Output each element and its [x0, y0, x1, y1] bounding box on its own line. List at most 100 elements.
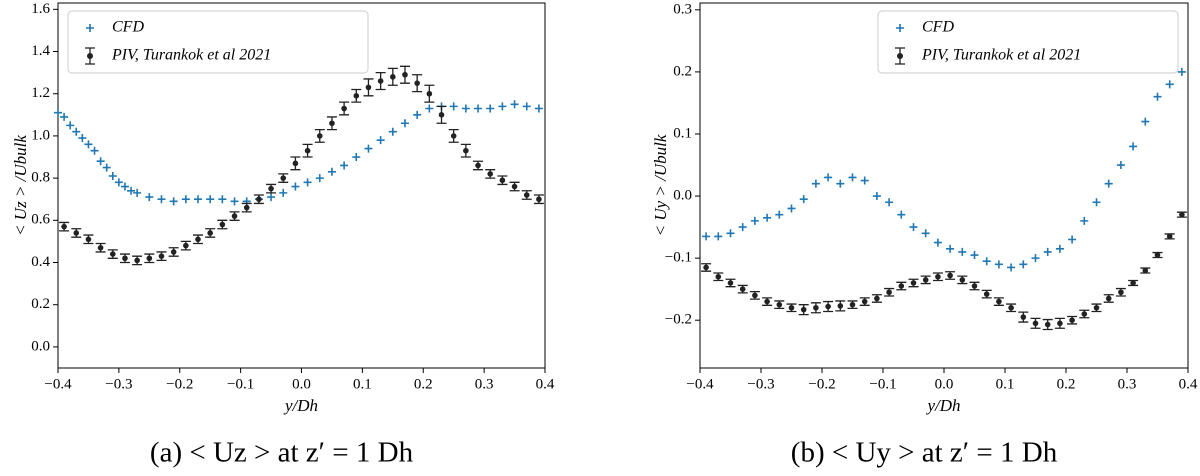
data-point: [897, 210, 906, 219]
data-point: [885, 198, 894, 207]
x-tick-label: 0.2: [1057, 376, 1076, 392]
data-point: [752, 292, 758, 299]
y-tick-label: 0.0: [31, 338, 50, 354]
data-point: [267, 193, 276, 202]
x-tick-label: 0.1: [353, 376, 372, 392]
data-point: [353, 93, 360, 99]
y-tick-label: −0.2: [665, 312, 692, 328]
data-point: [195, 236, 201, 243]
data-point: [134, 257, 140, 264]
data-point: [219, 221, 226, 228]
y-tick-label: 0.8: [31, 170, 50, 186]
data-point: [72, 127, 81, 136]
data-point: [971, 283, 978, 289]
data-point: [727, 280, 734, 286]
data-point: [764, 298, 770, 305]
data-point: [279, 188, 288, 197]
data-point: [85, 236, 92, 243]
data-point: [788, 304, 795, 311]
data-point: [133, 188, 142, 197]
data-point: [1130, 280, 1136, 286]
x-tick-label: 0.0: [292, 376, 311, 392]
x-tick-label: 0.2: [414, 376, 433, 392]
data-point: [230, 197, 239, 206]
legend-marker: [897, 53, 903, 59]
data-point: [291, 182, 300, 191]
data-point: [1019, 260, 1028, 269]
data-point: [1008, 304, 1014, 311]
data-point: [861, 298, 868, 305]
data-point: [218, 195, 227, 204]
data-point: [499, 177, 506, 184]
x-tick-label: −0.4: [686, 376, 714, 392]
data-point: [1141, 117, 1150, 126]
legend-marker: [86, 24, 94, 32]
data-point: [413, 110, 422, 119]
data-point: [108, 172, 117, 181]
data-point: [207, 230, 213, 236]
data-point: [1179, 211, 1185, 218]
data-point: [304, 147, 311, 154]
data-point: [194, 195, 203, 204]
y-tick-label: 1.2: [31, 85, 50, 101]
y-tick-label: 0.3: [673, 1, 692, 17]
data-point: [714, 232, 723, 241]
data-point: [898, 283, 905, 289]
x-tick-label: 0.1: [996, 376, 1015, 392]
x-axis-label: y/Dh: [283, 396, 318, 415]
data-point: [775, 210, 784, 219]
data-point: [824, 173, 833, 182]
data-point: [463, 147, 469, 154]
data-point: [1043, 247, 1052, 256]
data-point: [73, 230, 80, 236]
data-point: [461, 104, 470, 113]
data-point: [1057, 320, 1063, 327]
data-point: [510, 100, 519, 109]
data-point: [702, 232, 711, 241]
data-point: [157, 195, 166, 204]
data-point: [837, 303, 844, 309]
data-point: [450, 133, 457, 139]
data-point: [1153, 92, 1162, 101]
x-tick-label: 0.3: [1118, 376, 1137, 392]
data-point: [376, 136, 385, 145]
data-point: [1177, 67, 1186, 76]
y-tick-label: 0.1: [673, 125, 692, 141]
data-point: [66, 121, 75, 130]
data-point: [922, 277, 929, 283]
data-point: [776, 301, 783, 308]
data-point: [498, 102, 507, 111]
data-point: [127, 186, 136, 195]
data-point: [996, 298, 1002, 305]
data-point: [388, 127, 397, 136]
legend-box: [877, 10, 1179, 74]
data-point: [763, 213, 772, 222]
data-point: [511, 183, 518, 190]
data-point: [268, 185, 274, 192]
y-tick-label: 1.4: [31, 43, 50, 59]
data-point: [256, 196, 262, 203]
data-point: [61, 223, 67, 230]
data-point: [280, 175, 287, 181]
data-point: [390, 74, 396, 80]
data-point: [183, 242, 189, 249]
data-point: [522, 102, 531, 111]
data-point: [1105, 295, 1112, 302]
data-point: [303, 178, 312, 187]
x-tick-label: −0.1: [227, 376, 254, 392]
data-point: [946, 244, 955, 253]
data-point: [329, 120, 335, 127]
x-tick-label: −0.3: [105, 376, 132, 392]
data-point: [738, 223, 747, 232]
data-point: [1080, 216, 1089, 225]
data-point: [122, 255, 128, 262]
data-point: [1055, 244, 1064, 253]
y-tick-label: 0.2: [673, 63, 692, 79]
data-point: [327, 167, 336, 176]
data-point: [886, 289, 892, 296]
data-point: [475, 162, 481, 169]
data-point: [800, 306, 807, 313]
data-point: [364, 144, 373, 153]
data-point: [703, 264, 709, 271]
data-point: [84, 140, 93, 149]
